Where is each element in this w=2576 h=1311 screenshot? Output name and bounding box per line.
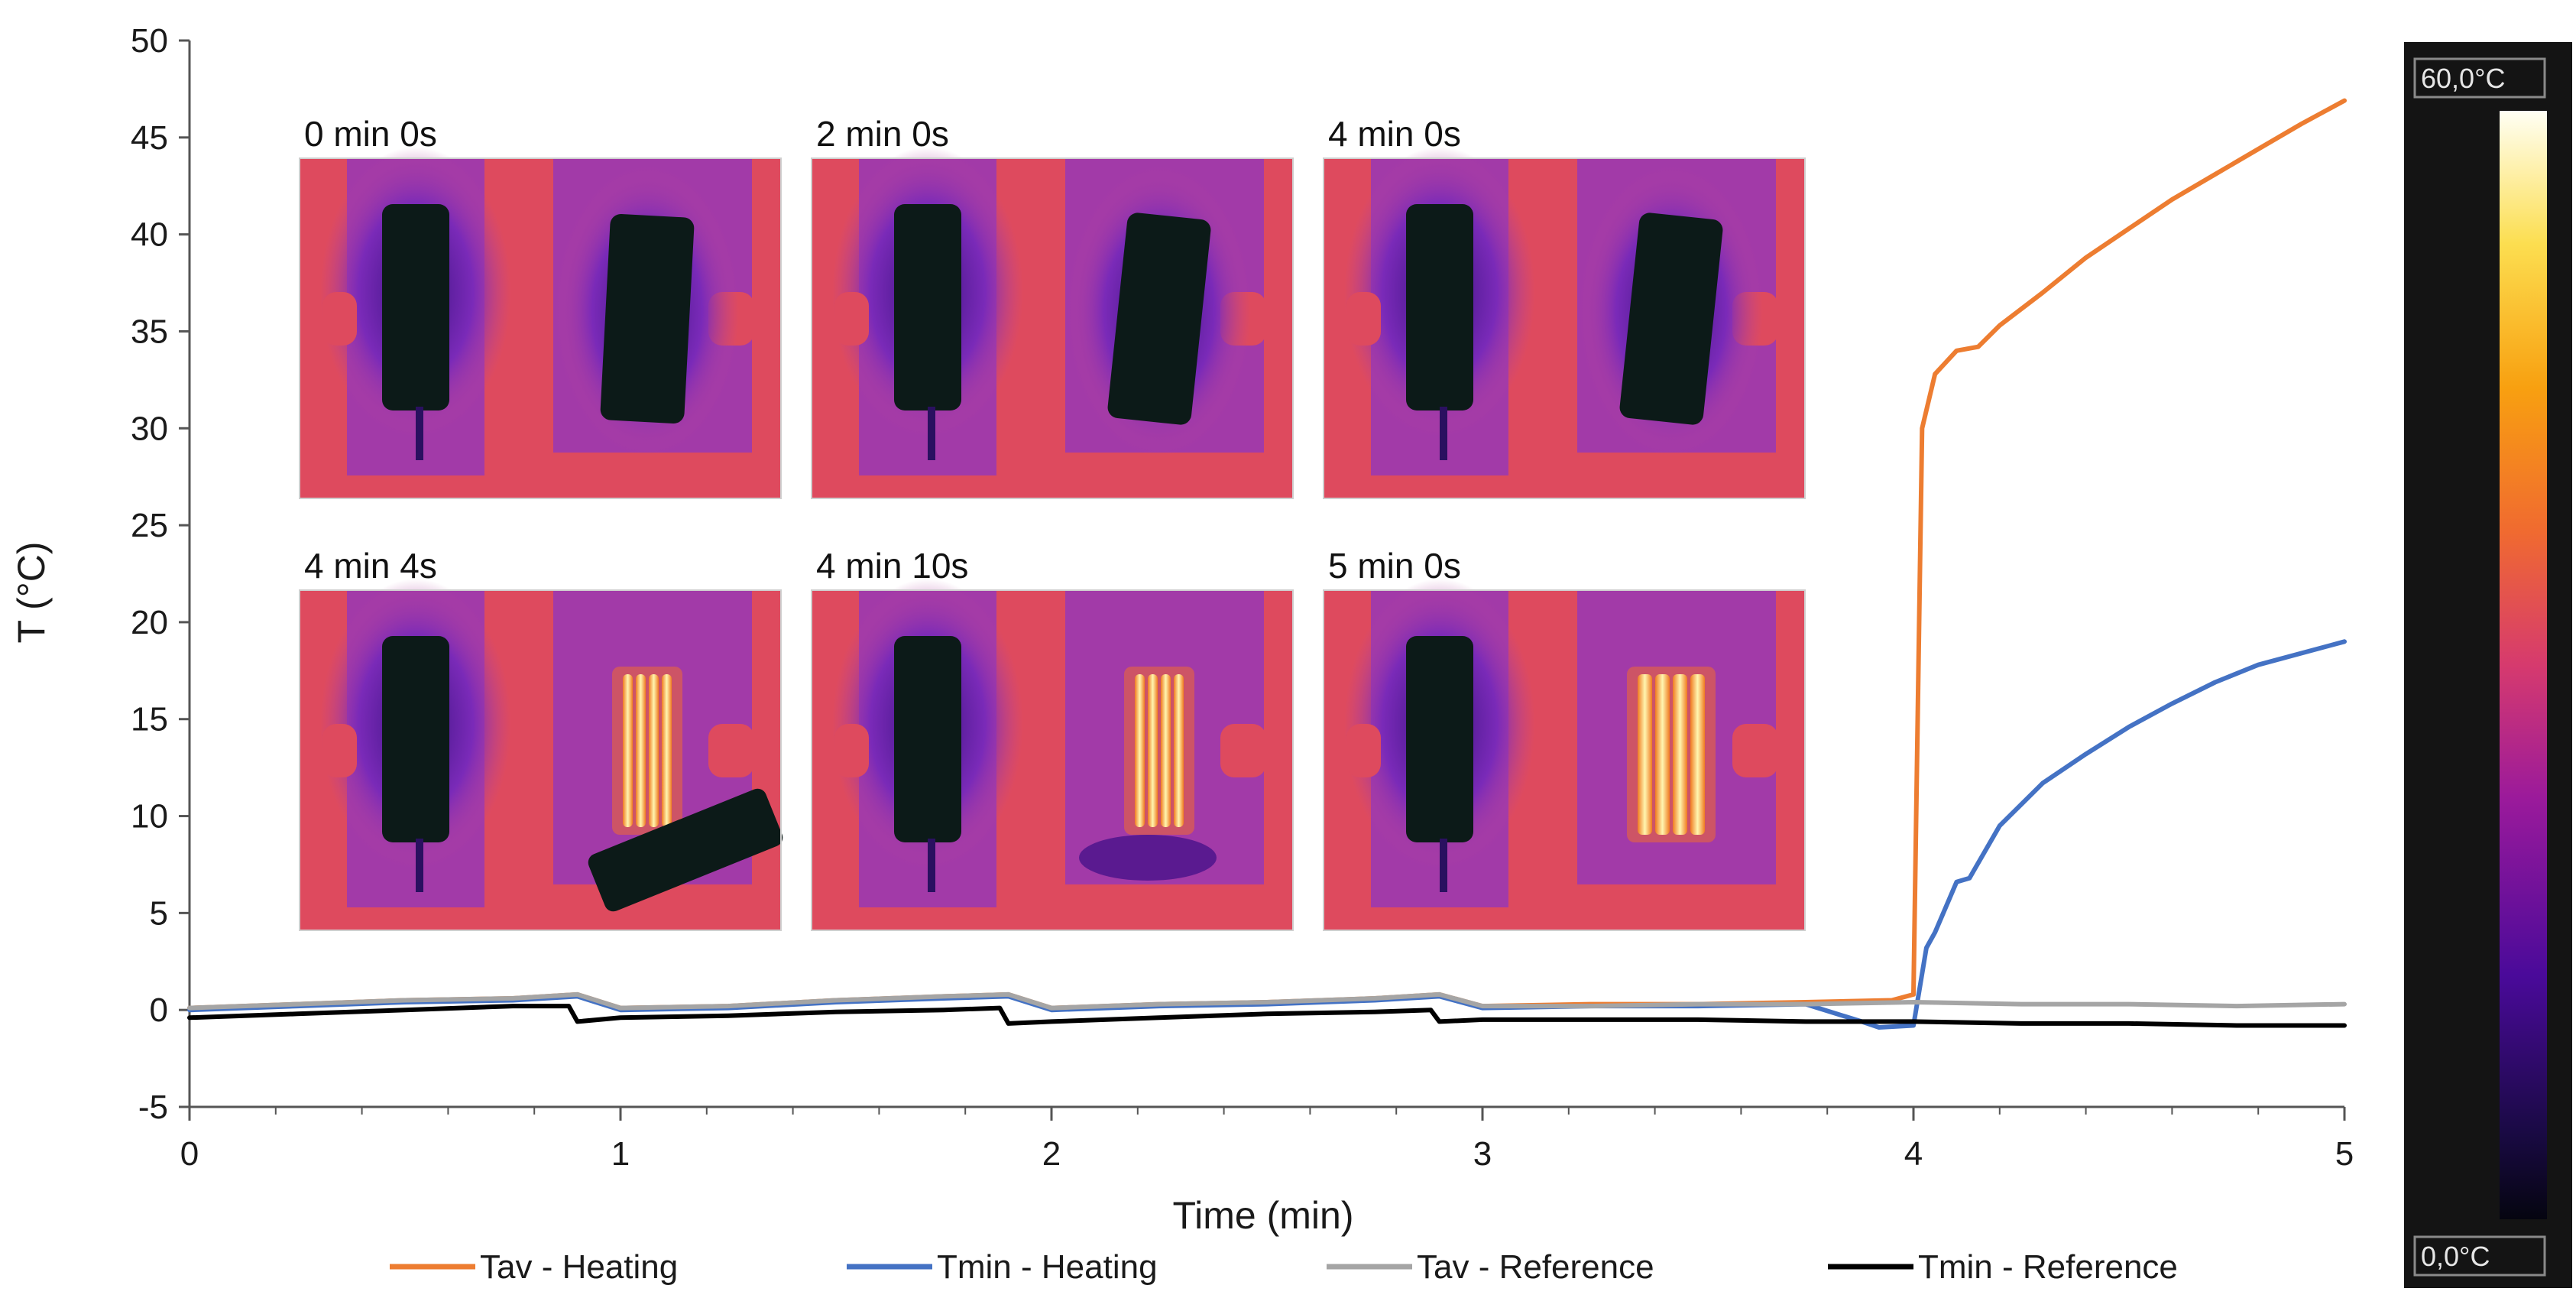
thermal-hot-glow (612, 667, 682, 835)
series-lines (187, 98, 2347, 1030)
inset-border (1323, 157, 1806, 499)
thermal-hot-stripe (1148, 674, 1158, 827)
colorbar-max-label: 60,0°C (2421, 63, 2505, 94)
x-tick-label: 2 (1042, 1135, 1061, 1173)
thermal-right-notch (1220, 724, 1266, 777)
thermal-cold-sample-left (382, 636, 449, 842)
thermal-hot-stripe (636, 674, 646, 827)
legend-label: Tmin - Heating (937, 1248, 1158, 1286)
thermal-left-notch (834, 292, 869, 346)
inset-border (299, 589, 782, 931)
legend-label: Tmin - Reference (1918, 1248, 2178, 1286)
thermal-cold-sample-left (894, 204, 961, 410)
thermal-left-notch (1346, 292, 1381, 346)
series-line-tmin-reference (187, 1004, 2347, 1028)
thermal-hot-stripe (1638, 674, 1652, 835)
thermal-inset: 4 min 0s (1323, 114, 1806, 499)
thermal-hot-stripe (1135, 674, 1145, 827)
y-tick-label: 45 (131, 119, 168, 157)
x-tick-label: 0 (180, 1135, 199, 1173)
inset-border (811, 157, 1294, 499)
thermal-right-notch (1732, 724, 1778, 777)
inset-time-label: 4 min 10s (816, 546, 968, 586)
thermal-cable-left (928, 839, 935, 892)
y-tick-label: 30 (131, 410, 168, 447)
thermal-cable-left (1440, 839, 1447, 892)
inset-border (811, 589, 1294, 931)
thermal-hot-glow (1124, 667, 1194, 835)
y-tick-label: 50 (131, 22, 168, 60)
legend-label: Tav - Reference (1417, 1248, 1654, 1286)
thermal-hot-stripe (623, 674, 633, 827)
thermal-cold-sample-left (382, 204, 449, 410)
colorbar-gradient (2500, 111, 2547, 1219)
thermal-cold-sample-left (1406, 636, 1473, 842)
x-axis-title: Time (min) (1172, 1194, 1353, 1237)
y-tick-label: 10 (131, 798, 168, 836)
thermal-right-notch (708, 724, 754, 777)
thermal-left-notch (322, 292, 357, 346)
y-tick-label: 0 (150, 991, 168, 1029)
temperature-colorbar: 60,0°C 0,0°C (2404, 42, 2572, 1288)
thermal-left-notch (322, 724, 357, 777)
inset-border (1323, 589, 1806, 931)
x-tick-label: 5 (2335, 1135, 2354, 1173)
thermal-cold-residue (1079, 835, 1217, 881)
thermal-hot-stripe (1161, 674, 1171, 827)
legend-label: Tav - Heating (480, 1248, 678, 1286)
y-tick-label: 25 (131, 507, 168, 544)
thermal-inset: 5 min 0s (1323, 546, 1806, 931)
y-tick-label: -5 (138, 1089, 168, 1126)
colorbar-min-label: 0,0°C (2421, 1241, 2490, 1272)
legend: Tav - Heating Tmin - Heating Tav - Referen… (390, 1248, 2178, 1286)
thermal-inset: 4 min 4s (299, 546, 783, 931)
x-tick-label: 1 (611, 1135, 630, 1173)
thermal-hot-stripe (1690, 674, 1705, 835)
thermal-hot-stripe (1655, 674, 1670, 835)
thermal-cable-left (416, 407, 423, 460)
thermal-cable-left (1440, 407, 1447, 460)
x-tick-label: 4 (1904, 1135, 1923, 1173)
thermal-cable-left (928, 407, 935, 460)
y-tick-label: 40 (131, 216, 168, 254)
thermal-cable-left (416, 839, 423, 892)
thermal-inset: 2 min 0s (811, 114, 1294, 499)
y-tick-label: 35 (131, 313, 168, 350)
x-tick-label: 3 (1473, 1135, 1492, 1173)
thermal-left-notch (834, 724, 869, 777)
series-line-tav-reference (187, 991, 2347, 1011)
y-tick-label: 15 (131, 701, 168, 738)
thermal-insets: 0 min 0s 2 min 0s 4 min 0s 4 min 4s 4 min 10… (299, 114, 1806, 931)
colorbar-max-box (2413, 57, 2546, 99)
thermal-hot-stripe (1174, 674, 1184, 827)
y-axis-title: T (°C) (10, 542, 53, 644)
thermal-cold-sample-right (1619, 213, 1723, 425)
y-tick-label: 5 (150, 894, 168, 932)
thermal-inset: 4 min 10s (811, 546, 1294, 931)
inset-border (299, 157, 782, 499)
colorbar-min-box (2413, 1235, 2546, 1277)
thermal-cold-sample-left (1406, 204, 1473, 410)
thermal-hot-stripe (1673, 674, 1687, 835)
thermal-removed-sample (588, 788, 783, 912)
thermal-cold-sample-right (1107, 213, 1211, 425)
thermal-hot-stripe (649, 674, 659, 827)
thermal-hot-stripe (662, 674, 672, 827)
thermal-inset: 0 min 0s (299, 114, 782, 499)
thermal-left-notch (1346, 724, 1381, 777)
thermal-cold-sample-right (600, 214, 695, 423)
y-tick-label: 20 (131, 604, 168, 641)
thermal-cold-sample-left (894, 636, 961, 842)
